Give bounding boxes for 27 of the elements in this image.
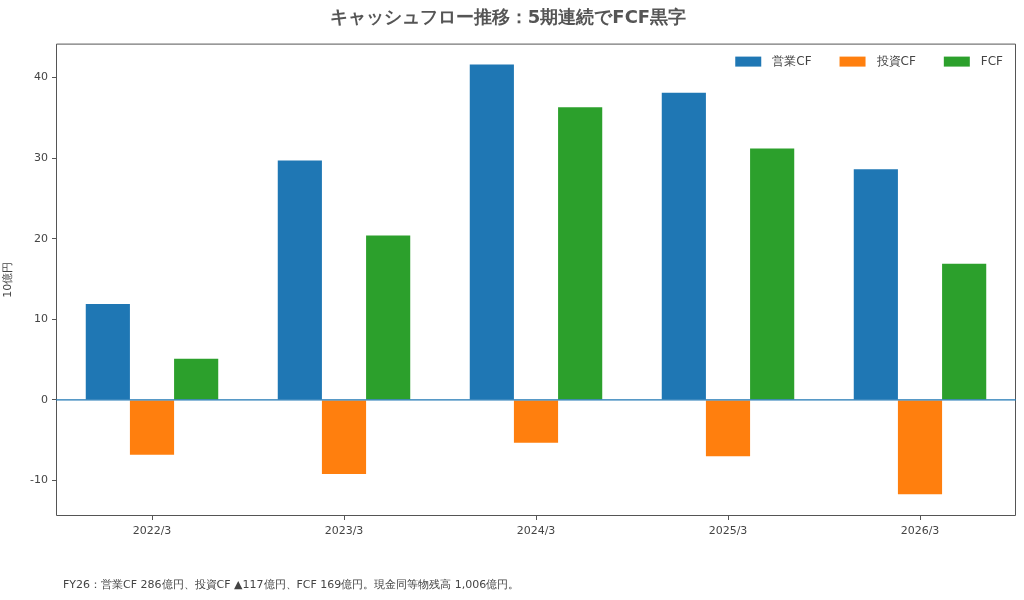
bar xyxy=(705,400,751,457)
y-tick-label: 0 xyxy=(41,392,48,406)
y-tick-label: 40 xyxy=(34,70,48,84)
y-tick-label: 10 xyxy=(34,312,48,326)
x-tick-label: 2025/3 xyxy=(708,524,748,538)
y-tick-label: 20 xyxy=(34,231,48,245)
x-tick-label: 2026/3 xyxy=(900,524,940,538)
chart-title: キャッシュフロー推移：5期連続でFCF黒字 xyxy=(329,6,687,28)
legend-label: FCF xyxy=(980,53,1004,68)
bar xyxy=(897,400,943,495)
x-tick-label: 2024/3 xyxy=(516,524,556,538)
bar xyxy=(558,107,603,400)
x-tick-label: 2022/3 xyxy=(132,524,172,538)
bar xyxy=(750,148,795,400)
x-tick-label: 2023/3 xyxy=(324,524,364,538)
legend-label: 営業CF xyxy=(772,53,812,68)
bar xyxy=(129,400,175,455)
bar xyxy=(513,400,559,443)
text: FY26：営業CF 286億円、投資CF ▲117億円、FCF 169億円。現金同等物残高 1,006億円。 xyxy=(63,577,520,592)
y-axis-title: 10億円 xyxy=(1,261,15,298)
y-tick-label: 30 xyxy=(34,150,48,164)
bar xyxy=(174,358,219,400)
y-tick-label: -10 xyxy=(30,473,48,487)
legend-label: 投資CF xyxy=(875,53,916,68)
bar xyxy=(942,263,987,400)
bar xyxy=(366,235,411,400)
bar xyxy=(321,400,367,475)
